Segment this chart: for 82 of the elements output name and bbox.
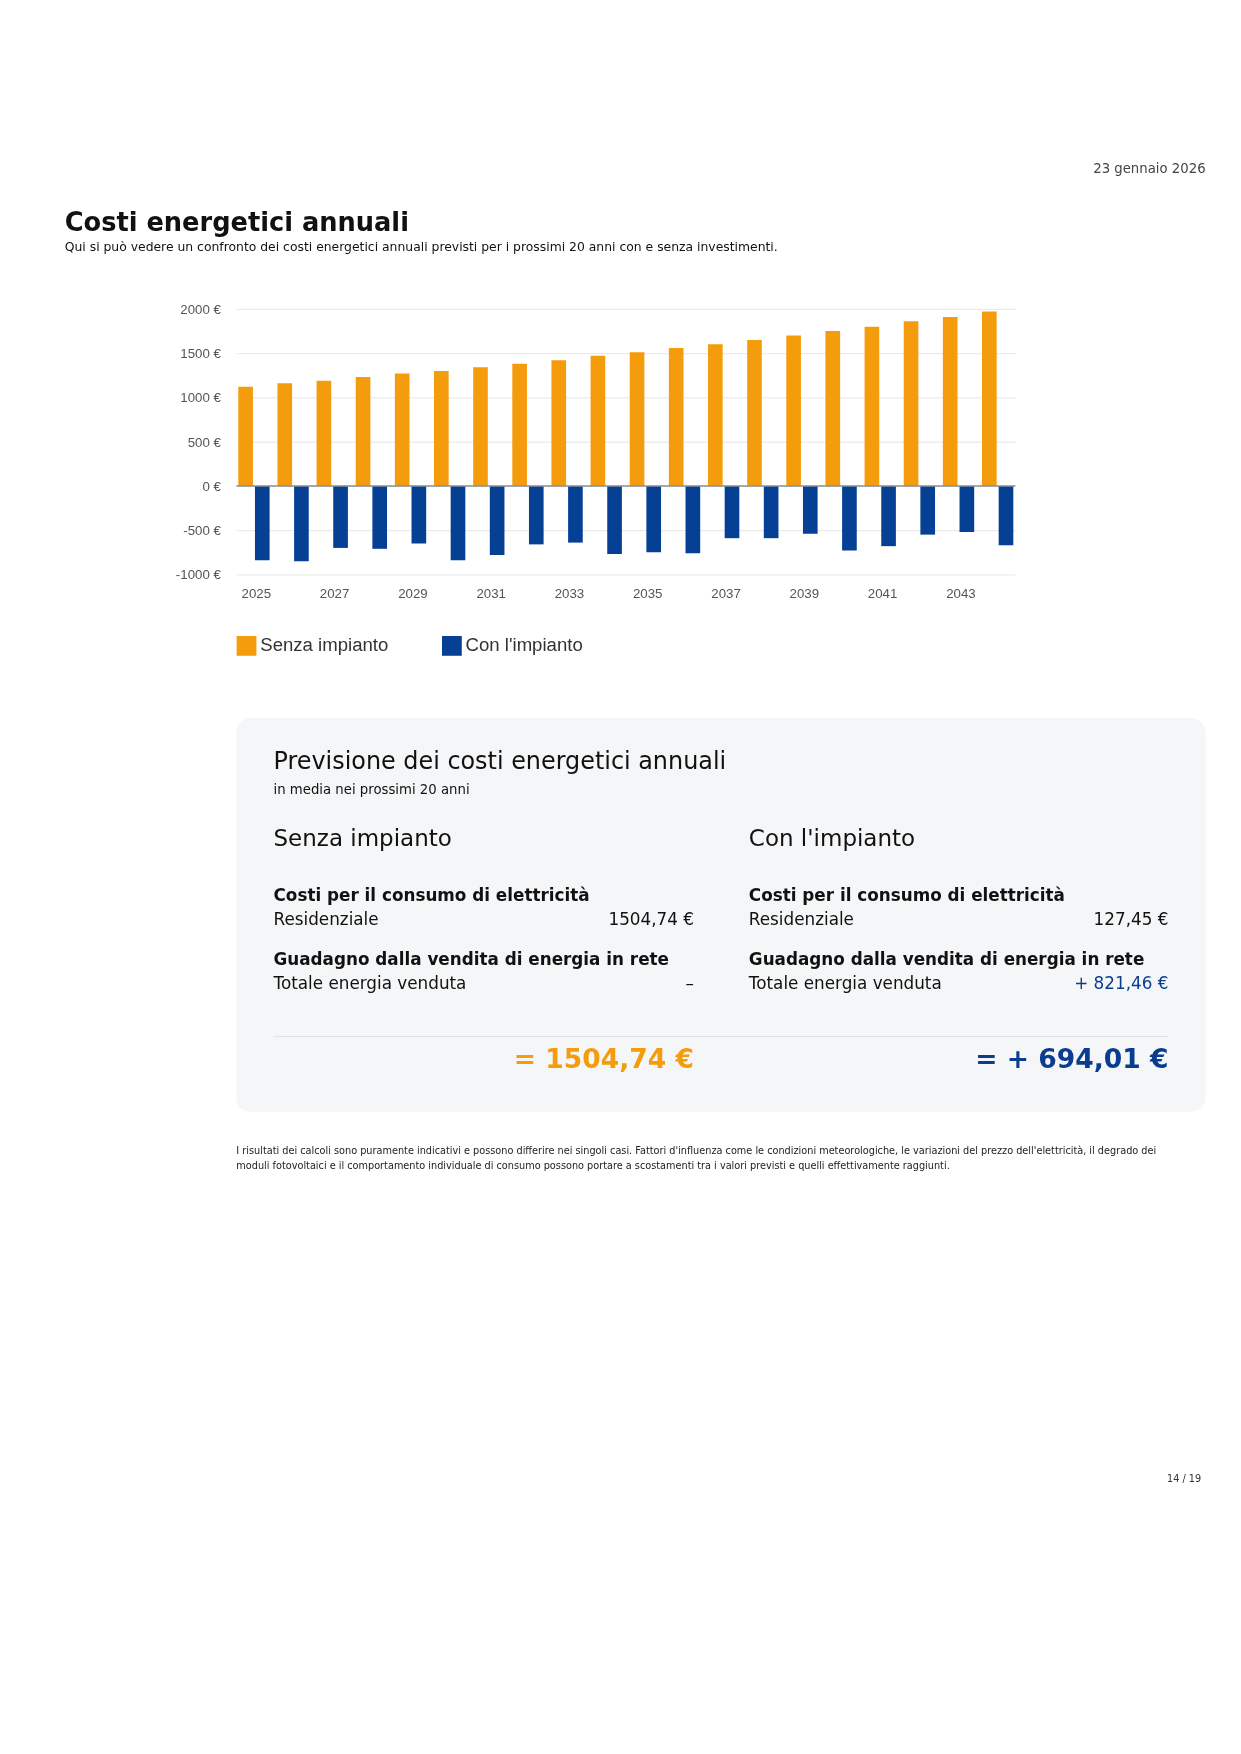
bar <box>942 316 958 486</box>
x-tick-label: 2035 <box>632 585 663 601</box>
legend-label: Con l'impianto <box>465 634 583 656</box>
x-tick-label: 2031 <box>476 585 506 601</box>
x-tick-label: 2043 <box>946 585 976 601</box>
text: Costi per il consumo di elettricità <box>273 885 590 906</box>
text: I risultati dei calcoli sono puramente indicativi e possono differire nei singoli casi. Fattori d'influenza come le condizioni meteorologiche, le variazioni del prezzo dell'elettricità, il degrado dei moduli fotovoltaici e il comportamento individuale di consumo possono portare a scostamenti tra i valori previsti e quelli effettivamente raggiunti. <box>236 1145 1157 1172</box>
bar <box>802 485 818 534</box>
bar <box>646 485 662 553</box>
bar <box>920 485 936 535</box>
bar <box>959 485 975 532</box>
y-tick-label: 500 € <box>187 434 222 450</box>
bar <box>881 485 896 547</box>
bar <box>254 485 270 561</box>
bar <box>864 326 880 486</box>
text: 1504,74 € <box>608 909 694 929</box>
bar <box>294 485 309 562</box>
text: = 1504,74 € <box>513 1043 694 1075</box>
text: Residenziale <box>748 909 854 929</box>
y-tick-label: 2000 € <box>180 301 222 317</box>
text: Totale energia venduta <box>747 972 942 993</box>
bar <box>590 355 606 486</box>
bar <box>489 485 505 556</box>
y-tick-label: -500 € <box>183 523 222 539</box>
text: 14 / 19 <box>1166 1472 1202 1484</box>
text: 23 gennaio 2026 <box>1093 160 1206 176</box>
bar <box>786 335 801 486</box>
bar <box>629 352 645 486</box>
x-tick-label: 2039 <box>789 585 820 601</box>
bar <box>394 373 410 486</box>
bar <box>316 380 332 486</box>
bar <box>238 386 253 486</box>
bar <box>473 367 488 486</box>
bar <box>277 383 293 486</box>
text: Guadagno dalla vendita di energia in rete <box>748 948 1145 969</box>
bar <box>434 370 449 486</box>
bar <box>450 485 466 561</box>
text: Totale energia venduta <box>272 972 467 993</box>
bar <box>982 311 997 486</box>
text: Costi per il consumo di elettricità <box>748 885 1065 906</box>
x-tick-label: 2037 <box>711 585 741 601</box>
text: Previsione dei costi energetici annuali <box>273 747 727 776</box>
bar <box>355 377 371 486</box>
bar <box>998 485 1014 546</box>
text: Residenziale <box>273 909 379 929</box>
bar <box>411 485 427 544</box>
bar <box>763 485 779 539</box>
bar <box>668 347 684 486</box>
text: = + 694,01 € <box>975 1043 1169 1075</box>
bar <box>903 321 919 486</box>
bar <box>708 344 723 486</box>
x-tick-label: 2033 <box>554 585 585 601</box>
bar <box>685 485 701 554</box>
bar <box>724 485 740 539</box>
bar <box>333 485 348 548</box>
bar <box>512 363 527 486</box>
bar <box>842 485 857 551</box>
bar <box>568 485 583 543</box>
y-tick-label: 1500 € <box>180 346 222 362</box>
text: – <box>685 972 694 993</box>
text: 127,45 € <box>1093 909 1169 929</box>
x-tick-label: 2025 <box>241 585 272 601</box>
x-tick-label: 2027 <box>319 585 350 601</box>
text: Guadagno dalla vendita di energia in rete <box>273 948 669 969</box>
chart-title: Costi energetici annuali <box>64 207 409 238</box>
y-tick-label: -1000 € <box>175 567 222 583</box>
text: Senza impianto <box>273 825 452 852</box>
y-tick-label: 1000 € <box>180 390 222 406</box>
text: in media nei prossimi 20 anni <box>273 782 470 797</box>
text: Con l'impianto <box>748 825 916 852</box>
chart-subtitle: Qui si può vedere un confronto dei costi energetici annuali previsti per i prossimi 20 anni con e senza investimenti. <box>64 239 778 255</box>
bar <box>528 485 544 545</box>
bar <box>551 360 567 486</box>
legend-label: Senza impianto <box>260 634 389 656</box>
y-tick-label: 0 € <box>202 478 222 494</box>
x-tick-label: 2041 <box>867 585 898 601</box>
x-tick-label: 2029 <box>398 585 428 601</box>
bar <box>607 485 622 555</box>
bar <box>747 339 762 486</box>
bar <box>372 485 388 549</box>
text: + 821,46 € <box>1074 972 1169 993</box>
bar <box>825 331 841 486</box>
